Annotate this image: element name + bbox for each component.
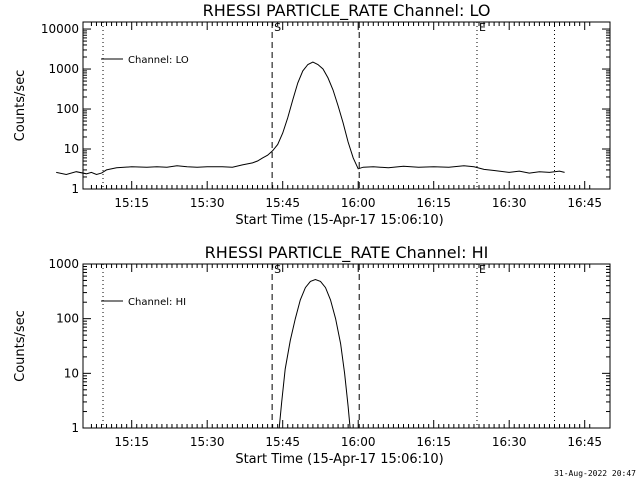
series-line-0 — [278, 278, 351, 429]
x-tick-label: 16:30 — [492, 196, 527, 210]
y-tick-label: 10 — [64, 142, 79, 156]
y-tick-label: 1 — [71, 421, 79, 435]
marker-label-s: S — [274, 263, 281, 276]
x-tick-label: 15:45 — [265, 196, 300, 210]
marker-label-e: E — [479, 21, 486, 34]
x-tick-label: 15:15 — [114, 196, 149, 210]
x-tick-label: 16:45 — [567, 196, 602, 210]
chart-title: RHESSI PARTICLE_RATE Channel: LO — [203, 1, 491, 21]
x-tick-label: 16:45 — [567, 435, 602, 449]
y-tick-label: 10 — [64, 366, 79, 380]
y-axis-label: Counts/sec — [13, 70, 28, 142]
x-tick-label: 16:30 — [492, 435, 527, 449]
x-tick-label: 16:15 — [416, 196, 451, 210]
x-tick-label: 15:30 — [190, 435, 225, 449]
marker-label-s: S — [274, 21, 281, 34]
y-tick-label: 100 — [56, 312, 79, 326]
x-tick-label: 16:00 — [341, 435, 376, 449]
y-tick-label: 1000 — [48, 257, 79, 271]
x-tick-label: 15:15 — [114, 435, 149, 449]
y-tick-label: 1 — [71, 182, 79, 196]
chart-hi-channel: RHESSI PARTICLE_RATE Channel: HI Counts/s… — [13, 243, 611, 467]
x-tick-label: 16:15 — [416, 435, 451, 449]
legend-entry: Channel: HI — [128, 297, 186, 308]
plot-frame — [82, 263, 611, 429]
x-axis-label: Start Time (15-Apr-17 15:06:10) — [235, 213, 443, 228]
timestamp-stamp: 31-Aug-2022 20:47 — [554, 469, 636, 478]
chart-title: RHESSI PARTICLE_RATE Channel: HI — [205, 243, 489, 263]
y-tick-label: 1000 — [48, 62, 79, 76]
legend-entry: Channel: LO — [128, 55, 189, 66]
x-tick-label: 15:30 — [190, 196, 225, 210]
y-axis-label: Counts/sec — [13, 310, 28, 382]
y-tick-label: 10000 — [41, 22, 79, 36]
plot-frame — [82, 21, 611, 190]
chart-lo-channel: RHESSI PARTICLE_RATE Channel: LO Counts/s… — [13, 1, 611, 228]
x-tick-label: 16:00 — [341, 196, 376, 210]
x-tick-label: 15:45 — [265, 435, 300, 449]
x-axis-label: Start Time (15-Apr-17 15:06:10) — [235, 452, 443, 467]
marker-label-e: E — [479, 263, 486, 276]
y-tick-label: 100 — [56, 102, 79, 116]
series-line-0 — [56, 61, 565, 176]
